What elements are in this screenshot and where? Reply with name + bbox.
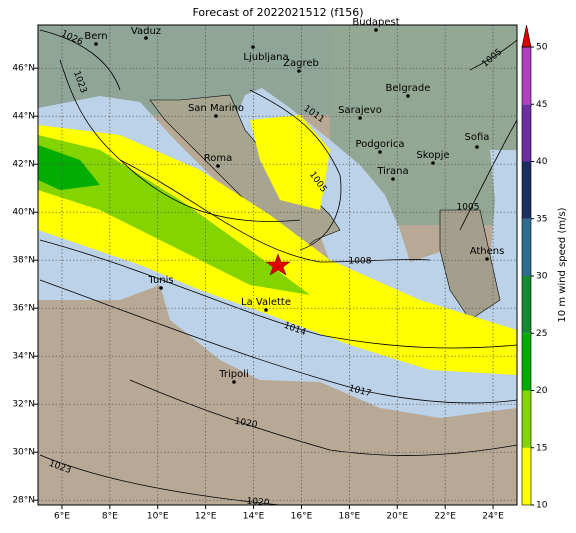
colorbar-tick-label: 15 — [536, 443, 547, 453]
colorbar-tick-label: 50 — [536, 43, 548, 53]
city-dot — [378, 150, 382, 154]
city-dot — [485, 257, 489, 261]
x-tick-label: 10°E — [147, 512, 169, 522]
x-tick-label: 14°E — [243, 512, 265, 522]
isobar — [119, 159, 431, 263]
x-tick-label: 22°E — [434, 512, 456, 522]
city-dot — [391, 177, 395, 181]
y-tick-label: 36°N — [12, 304, 35, 314]
colorbar-segment — [522, 333, 531, 391]
city-label: La Valette — [241, 297, 291, 308]
city-dot — [232, 380, 236, 384]
city-label: Roma — [204, 153, 233, 164]
colorbar-tick-label: 10 — [536, 501, 548, 511]
isobar-label: 1020 — [246, 497, 270, 509]
y-tick-label: 34°N — [12, 352, 35, 362]
isobar — [59, 59, 301, 222]
y-tick-label: 40°N — [12, 208, 35, 218]
x-tick-label: 8°E — [102, 512, 118, 522]
x-tick-label: 16°E — [291, 512, 313, 522]
x-tick-label: 18°E — [339, 512, 361, 522]
wind-shading-20 — [38, 145, 100, 190]
colorbar-label: 10 m wind speed (m/s) — [557, 207, 568, 322]
isobar — [459, 119, 517, 231]
city-label: San Marino — [188, 103, 244, 114]
isobar-label: 1008 — [349, 257, 372, 267]
colorbar-segment — [522, 218, 531, 276]
map-frame — [37, 24, 518, 506]
city-dot — [358, 116, 362, 120]
colorbar-segment — [522, 47, 531, 105]
colorbar-tick-label: 25 — [536, 329, 547, 339]
isobar-label: 1020 — [234, 417, 259, 431]
colorbar-segment — [522, 104, 531, 162]
x-tick-label: 6°E — [54, 512, 70, 522]
isobar — [39, 239, 517, 349]
city-label: Sarajevo — [338, 105, 382, 116]
x-tick-label: 24°E — [482, 512, 504, 522]
y-tick-label: 32°N — [12, 400, 35, 410]
city-dot — [297, 69, 301, 73]
map-area — [38, 25, 517, 505]
y-tick-label: 38°N — [12, 256, 35, 266]
city-label: Budapest — [352, 17, 399, 28]
city-dot — [251, 45, 255, 49]
isobar — [39, 29, 121, 91]
graticule — [38, 25, 517, 505]
city-label: Bern — [84, 31, 107, 42]
isobar — [39, 279, 517, 404]
isobar — [39, 454, 281, 505]
y-tick-label: 44°N — [12, 112, 35, 122]
colorbar-segment — [522, 447, 531, 505]
colorbar-extend — [521, 24, 532, 48]
city-label: Athens — [470, 246, 505, 257]
city-label: Vaduz — [131, 26, 161, 37]
isobars — [39, 29, 517, 505]
city-dot — [159, 286, 163, 290]
colorbar-segment — [522, 161, 531, 219]
city-label: Ljubljana — [243, 52, 288, 63]
city-label: Belgrade — [386, 83, 431, 94]
city-label: Skopje — [416, 150, 449, 161]
isobar — [249, 89, 342, 251]
city-dot — [214, 114, 218, 118]
city-label: Tirana — [376, 166, 408, 177]
city-dot — [94, 42, 98, 46]
y-tick-label: 42°N — [12, 160, 35, 170]
city-label: Tunis — [147, 275, 173, 286]
isobar — [129, 379, 517, 456]
x-tick-label: 20°E — [386, 512, 408, 522]
colorbar-tick-label: 45 — [536, 100, 547, 110]
colorbar-tick-label: 40 — [536, 157, 548, 167]
city-dot — [475, 145, 479, 149]
colorbar-tick-label: 35 — [536, 214, 547, 224]
city-dot — [374, 28, 378, 32]
title: Forecast of 2022021512 (f156) — [192, 6, 363, 19]
colorbar-segment — [522, 390, 531, 448]
x-tick-label: 12°E — [195, 512, 217, 522]
colorbar-tick-label: 30 — [536, 272, 548, 282]
city-label: Tripoli — [218, 369, 249, 380]
city-label: Sofia — [465, 132, 490, 143]
wind-shading-15 — [38, 135, 310, 295]
city-label: Podgorica — [355, 139, 404, 150]
y-tick-label: 46°N — [12, 64, 35, 74]
colorbar-tick-label: 20 — [536, 386, 548, 396]
y-tick-label: 28°N — [12, 496, 35, 506]
event-star — [265, 253, 291, 276]
isobar — [469, 39, 517, 71]
city-dot — [144, 36, 148, 40]
y-tick-label: 30°N — [12, 448, 35, 458]
city-dot — [431, 161, 435, 165]
city-dot — [264, 308, 268, 312]
colorbar-segment — [522, 276, 531, 334]
city-dot — [406, 94, 410, 98]
city-label: Zagreb — [283, 58, 319, 69]
city-dot — [216, 164, 220, 168]
isobar-label: 1005 — [457, 203, 480, 213]
